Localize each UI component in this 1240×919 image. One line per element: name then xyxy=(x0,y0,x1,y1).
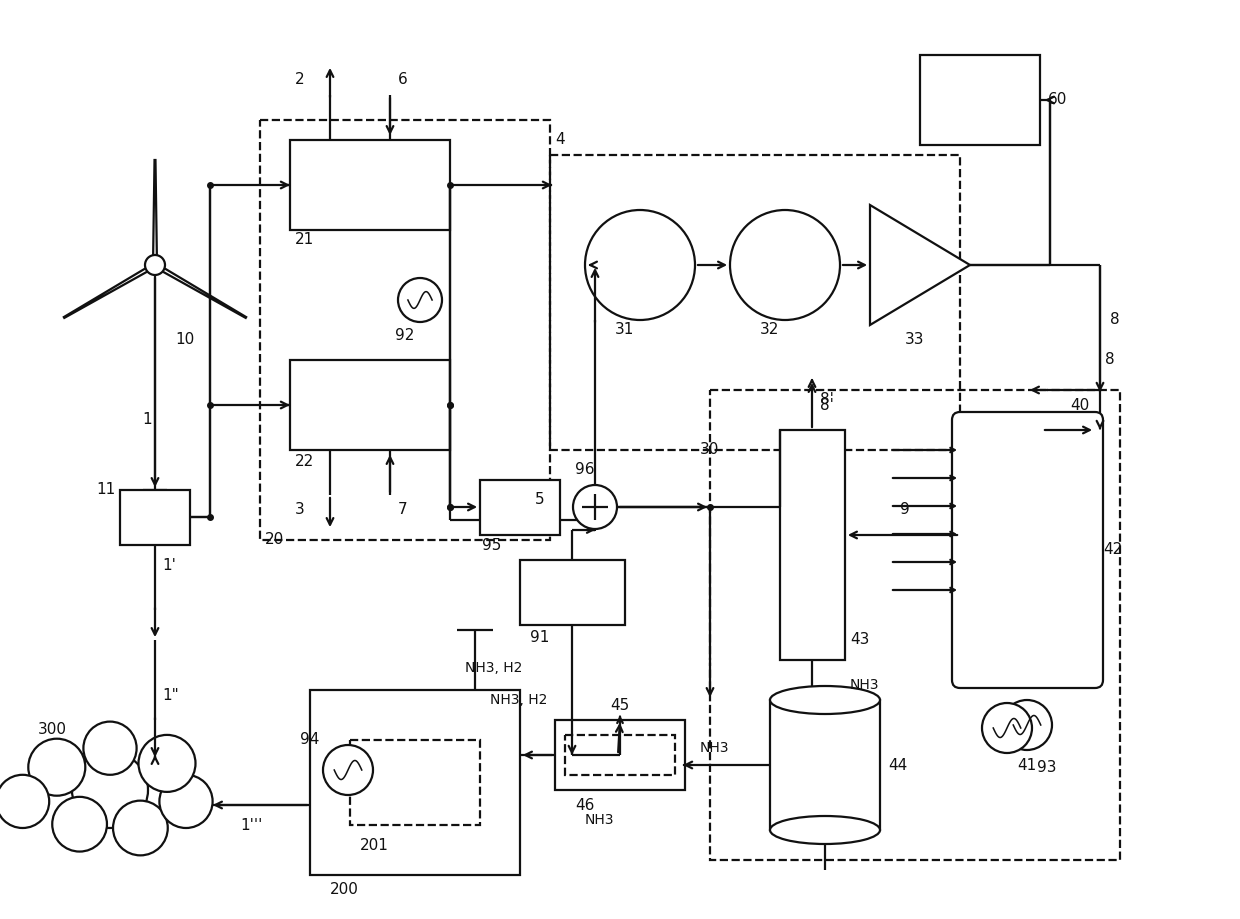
Circle shape xyxy=(145,255,165,275)
Circle shape xyxy=(29,739,86,796)
Text: NH3, H2: NH3, H2 xyxy=(490,693,547,707)
Polygon shape xyxy=(154,263,247,318)
Bar xyxy=(780,430,844,660)
Bar xyxy=(565,735,675,775)
Text: 7: 7 xyxy=(398,503,408,517)
Text: 44: 44 xyxy=(888,757,908,773)
Text: 5: 5 xyxy=(534,493,544,507)
Text: 8': 8' xyxy=(820,398,833,413)
Circle shape xyxy=(0,775,50,828)
Text: 21: 21 xyxy=(295,233,314,247)
Text: 95: 95 xyxy=(482,538,501,552)
Bar xyxy=(290,360,450,450)
Text: 10: 10 xyxy=(175,333,195,347)
Bar xyxy=(556,720,684,790)
Polygon shape xyxy=(63,263,156,318)
Text: NH3: NH3 xyxy=(585,813,615,827)
Bar xyxy=(711,390,1120,860)
Text: 201: 201 xyxy=(360,837,389,853)
Text: 91: 91 xyxy=(529,630,549,644)
Bar xyxy=(290,140,450,230)
FancyBboxPatch shape xyxy=(952,412,1104,688)
Text: 96: 96 xyxy=(575,462,594,478)
Text: 33: 33 xyxy=(905,333,925,347)
Text: 42: 42 xyxy=(1104,542,1122,558)
Text: 30: 30 xyxy=(701,443,719,458)
Polygon shape xyxy=(870,205,970,325)
Circle shape xyxy=(398,278,441,322)
Text: 1''': 1''' xyxy=(241,818,263,833)
Text: NH3: NH3 xyxy=(701,741,729,755)
Circle shape xyxy=(52,797,107,852)
Circle shape xyxy=(730,210,839,320)
Bar xyxy=(480,480,560,535)
Circle shape xyxy=(113,800,167,856)
Text: 93: 93 xyxy=(1037,761,1056,776)
Text: 31: 31 xyxy=(615,323,635,337)
Bar xyxy=(310,690,520,875)
Circle shape xyxy=(573,485,618,529)
Text: 94: 94 xyxy=(300,732,320,747)
Text: NH3: NH3 xyxy=(849,678,879,692)
Circle shape xyxy=(1002,700,1052,750)
Circle shape xyxy=(585,210,694,320)
Text: 22: 22 xyxy=(295,455,314,470)
Text: 20: 20 xyxy=(265,532,284,548)
Text: 41: 41 xyxy=(1017,757,1037,773)
Text: 1": 1" xyxy=(162,687,179,702)
Circle shape xyxy=(72,752,148,828)
Text: 8: 8 xyxy=(1105,353,1115,368)
Text: 3: 3 xyxy=(295,503,305,517)
Circle shape xyxy=(139,735,196,792)
Text: 4: 4 xyxy=(556,132,564,148)
Text: NH3, H2: NH3, H2 xyxy=(465,661,522,675)
Text: 200: 200 xyxy=(330,882,358,898)
Bar xyxy=(770,700,880,830)
Text: 1: 1 xyxy=(143,413,151,427)
Circle shape xyxy=(83,721,136,775)
Bar xyxy=(260,120,551,540)
Ellipse shape xyxy=(770,816,880,844)
Text: 8: 8 xyxy=(1110,312,1120,327)
Text: 9: 9 xyxy=(900,503,910,517)
Text: 2: 2 xyxy=(295,73,305,87)
Bar xyxy=(551,155,960,450)
Text: 1': 1' xyxy=(162,558,176,573)
Ellipse shape xyxy=(770,686,880,714)
Circle shape xyxy=(160,775,212,828)
Circle shape xyxy=(982,703,1032,753)
Bar xyxy=(920,55,1040,145)
Text: 60: 60 xyxy=(1048,93,1068,108)
Bar xyxy=(520,560,625,625)
Text: 46: 46 xyxy=(575,798,594,812)
Text: 43: 43 xyxy=(849,632,869,648)
Text: 40: 40 xyxy=(1070,398,1089,413)
Text: 45: 45 xyxy=(610,698,630,712)
Text: 6: 6 xyxy=(398,73,408,87)
Text: 92: 92 xyxy=(396,327,414,343)
Text: 32: 32 xyxy=(760,323,780,337)
Polygon shape xyxy=(153,160,157,265)
Bar xyxy=(120,490,190,545)
Text: 11: 11 xyxy=(95,482,115,497)
Text: 300: 300 xyxy=(38,722,67,738)
Text: 8': 8' xyxy=(820,392,833,407)
Circle shape xyxy=(322,745,373,795)
Bar xyxy=(350,740,480,825)
